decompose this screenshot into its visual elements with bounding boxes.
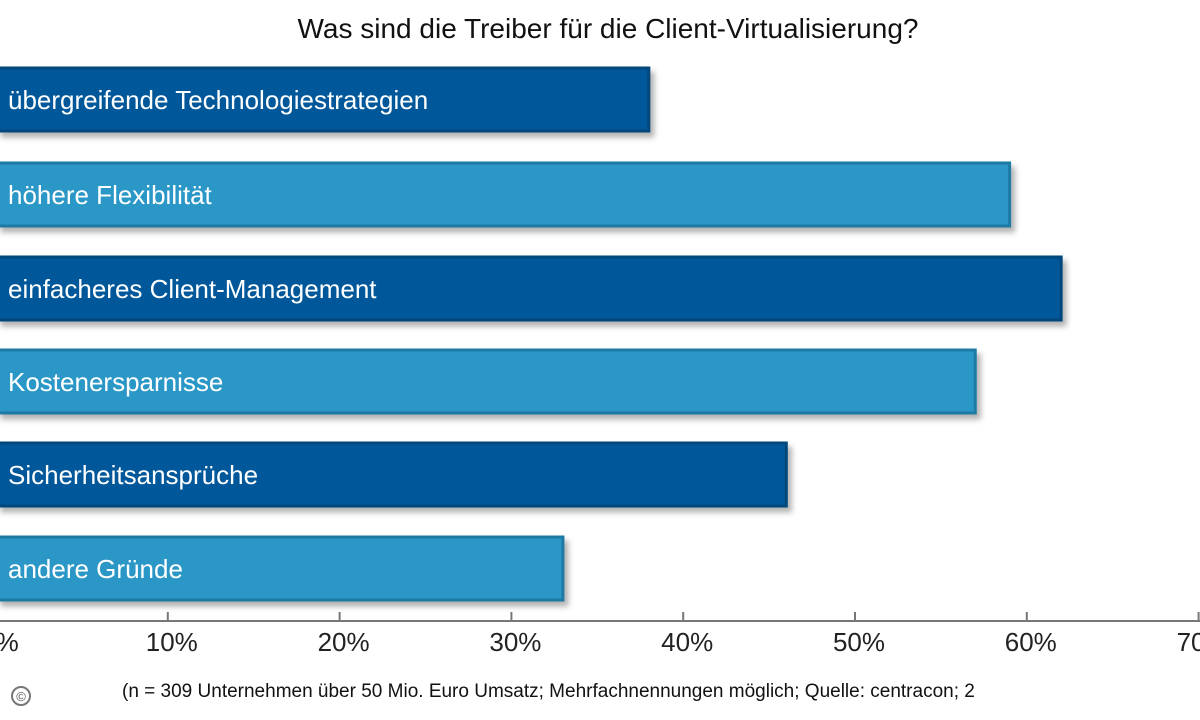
bar-rect <box>0 255 1063 322</box>
chart-title: Was sind die Treiber für die Client-Virt… <box>298 13 919 44</box>
copyright-mark: © <box>16 689 26 704</box>
bar-rect <box>0 348 977 415</box>
bar-2: einfacheres Client-Management <box>0 255 1063 322</box>
bar-label: Sicherheitsansprüche <box>8 460 258 490</box>
x-tick-label: 10% <box>146 627 198 657</box>
x-tick-label: 40% <box>661 627 713 657</box>
x-tick-label: 50% <box>833 627 885 657</box>
x-tick-label: 70% <box>1177 627 1200 657</box>
bar-5: andere Gründe <box>0 535 565 602</box>
bar-label: übergreifende Technologiestrategien <box>8 85 428 115</box>
bar-3: Kostenersparnisse <box>0 348 977 415</box>
x-tick-label: 60% <box>1005 627 1057 657</box>
footnote: (n = 309 Unternehmen über 50 Mio. Euro U… <box>122 681 975 702</box>
bar-label: einfacheres Client-Management <box>8 274 377 304</box>
copyright-icon <box>11 686 31 706</box>
bar-rect <box>0 535 565 602</box>
x-tick-label: 20% <box>318 627 370 657</box>
bar-4: Sicherheitsansprüche <box>0 441 788 508</box>
bar-label: höhere Flexibilität <box>8 180 213 210</box>
bar-0: übergreifende Technologiestrategien <box>0 66 651 133</box>
bar-1: höhere Flexibilität <box>0 161 1012 228</box>
x-tick-label: 0% <box>0 627 19 657</box>
bar-rect <box>0 66 651 133</box>
bar-label: andere Gründe <box>8 554 183 584</box>
x-tick-label: 30% <box>489 627 541 657</box>
bar-rect <box>0 441 788 508</box>
bar-label: Kostenersparnisse <box>8 367 223 397</box>
bar-rect <box>0 161 1012 228</box>
